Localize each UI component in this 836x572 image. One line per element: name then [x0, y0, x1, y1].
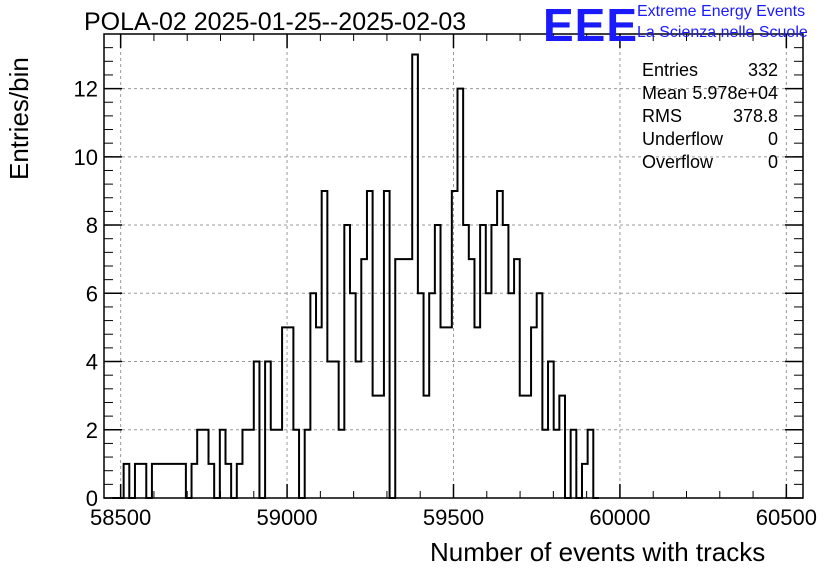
- histogram-bin: [316, 327, 322, 498]
- chart-title: POLA-02 2025-01-25--2025-02-03: [84, 8, 467, 36]
- histogram-bin: [486, 293, 492, 498]
- histogram-bin: [554, 430, 560, 498]
- histogram-bin: [163, 464, 169, 498]
- stat-entries-label: Entries: [642, 60, 699, 80]
- grid-lines: [104, 34, 803, 498]
- x-tick-label: 60000: [589, 505, 650, 530]
- y-tick-label: 4: [86, 350, 98, 375]
- histogram-bin: [339, 430, 345, 498]
- y-tick-label: 10: [74, 145, 98, 170]
- histogram-bin: [407, 259, 413, 498]
- stat-rms-value: 378.8: [732, 106, 778, 126]
- y-tick-label: 8: [86, 213, 98, 238]
- logo-caption-line2: La Scienza nelle Scuole: [637, 24, 808, 41]
- histogram-bin: [497, 191, 503, 498]
- histogram-outline: [112, 53, 599, 499]
- x-tick-label: 58500: [90, 505, 151, 530]
- stat-overflow-label: Overflow: [642, 152, 714, 172]
- histogram-bars: [124, 54, 594, 498]
- y-tick-label: 0: [86, 486, 98, 511]
- x-tick-label: 60500: [756, 505, 817, 530]
- x-axis-ticks: 58500 59000 59500 60000 60500: [90, 34, 817, 530]
- y-axis-ticks: 0 2 4 6 8 10 12: [74, 47, 803, 511]
- histogram-bin: [373, 396, 379, 498]
- stat-underflow-label: Underflow: [642, 129, 724, 149]
- histogram-bin: [271, 430, 277, 498]
- histogram-bin: [401, 259, 407, 498]
- histogram-bin: [508, 293, 514, 498]
- stat-underflow-value: 0: [767, 129, 778, 149]
- histogram-bin: [446, 327, 452, 498]
- logo-caption-line1: Extreme Energy Events: [637, 3, 806, 20]
- histogram-bin: [276, 430, 282, 498]
- histogram-bin: [474, 327, 480, 498]
- y-tick-label: 12: [74, 77, 98, 102]
- histogram-bin: [441, 327, 447, 498]
- x-axis-title: Number of events with tracks: [430, 537, 766, 567]
- y-tick-label: 6: [86, 281, 98, 306]
- histogram-bin: [169, 464, 175, 498]
- x-tick-label: 59000: [256, 505, 317, 530]
- histogram-bin: [158, 464, 164, 498]
- stat-rms-label: RMS: [642, 106, 682, 126]
- histogram-bin: [542, 430, 548, 498]
- stat-mean-label: Mean: [642, 83, 688, 103]
- histogram-bin: [248, 430, 254, 498]
- y-axis-title: Entries/bin: [4, 57, 34, 180]
- histogram-bin: [520, 396, 526, 498]
- stat-mean-value: 5.978e+04: [692, 83, 778, 103]
- histogram-bin: [424, 396, 430, 498]
- stat-overflow-value: 0: [767, 152, 778, 172]
- y-tick-label: 2: [86, 418, 98, 443]
- histogram-bin: [378, 396, 384, 498]
- x-tick-label: 59500: [423, 505, 484, 530]
- histogram-bin: [175, 464, 181, 498]
- stat-entries-value: 332: [747, 60, 778, 80]
- eee-logo: EEE: [543, 0, 639, 51]
- histogram-bin: [525, 396, 531, 498]
